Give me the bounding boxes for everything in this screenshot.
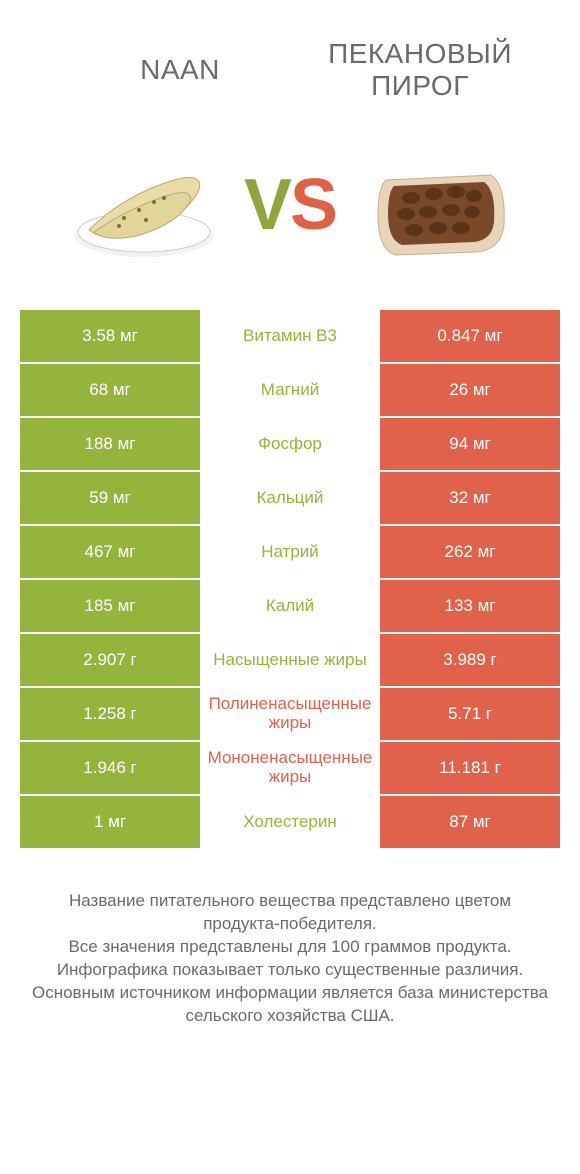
cell-left: 68 мг: [20, 364, 200, 416]
table-row: 59 мгКальций32 мг: [20, 472, 560, 526]
cell-label: Полиненасыщенные жиры: [200, 688, 380, 740]
cell-label: Фосфор: [200, 418, 380, 470]
cell-label: Витамин B3: [200, 310, 380, 362]
cell-left: 1.258 г: [20, 688, 200, 740]
table-row: 3.58 мгВитамин B30.847 мг: [20, 310, 560, 364]
cell-label: Калий: [200, 580, 380, 632]
food-image-right: [356, 140, 516, 270]
comparison-infographic: NAAN ПЕКАНОВЫЙ ПИРОГ VS: [0, 0, 580, 1174]
cell-right: 133 мг: [380, 580, 560, 632]
table-row: 1.946 гМононенасыщенные жиры11.181 г: [20, 742, 560, 796]
header: NAAN ПЕКАНОВЫЙ ПИРОГ: [0, 0, 580, 120]
table-row: 2.907 гНасыщенные жиры3.989 г: [20, 634, 560, 688]
table-row: 188 мгФосфор94 мг: [20, 418, 560, 472]
vs-row: VS: [0, 120, 580, 310]
table-row: 1 мгХолестерин87 мг: [20, 796, 560, 850]
cell-left: 188 мг: [20, 418, 200, 470]
cell-left: 1.946 г: [20, 742, 200, 794]
cell-right: 87 мг: [380, 796, 560, 848]
vs-v: V: [244, 165, 290, 245]
cell-left: 185 мг: [20, 580, 200, 632]
cell-left: 467 мг: [20, 526, 200, 578]
title-left: NAAN: [40, 54, 300, 86]
vs-s: S: [290, 165, 336, 245]
comparison-table: 3.58 мгВитамин B30.847 мг68 мгМагний26 м…: [0, 310, 580, 850]
cell-left: 3.58 мг: [20, 310, 200, 362]
title-right: ПЕКАНОВЫЙ ПИРОГ: [300, 38, 540, 102]
cell-left: 1 мг: [20, 796, 200, 848]
table-row: 467 мгНатрий262 мг: [20, 526, 560, 580]
cell-right: 5.71 г: [380, 688, 560, 740]
cell-label: Магний: [200, 364, 380, 416]
cell-right: 26 мг: [380, 364, 560, 416]
cell-right: 11.181 г: [380, 742, 560, 794]
table-row: 68 мгМагний26 мг: [20, 364, 560, 418]
cell-left: 59 мг: [20, 472, 200, 524]
food-image-left: [64, 140, 224, 270]
footer-text: Название питательного вещества представл…: [0, 850, 580, 1028]
vs-label: VS: [244, 169, 336, 241]
table-row: 1.258 гПолиненасыщенные жиры5.71 г: [20, 688, 560, 742]
cell-right: 0.847 мг: [380, 310, 560, 362]
cell-label: Мононенасыщенные жиры: [200, 742, 380, 794]
cell-label: Кальций: [200, 472, 380, 524]
table-row: 185 мгКалий133 мг: [20, 580, 560, 634]
cell-right: 32 мг: [380, 472, 560, 524]
cell-right: 262 мг: [380, 526, 560, 578]
cell-label: Насыщенные жиры: [200, 634, 380, 686]
cell-label: Натрий: [200, 526, 380, 578]
cell-left: 2.907 г: [20, 634, 200, 686]
cell-right: 3.989 г: [380, 634, 560, 686]
cell-label: Холестерин: [200, 796, 380, 848]
cell-right: 94 мг: [380, 418, 560, 470]
